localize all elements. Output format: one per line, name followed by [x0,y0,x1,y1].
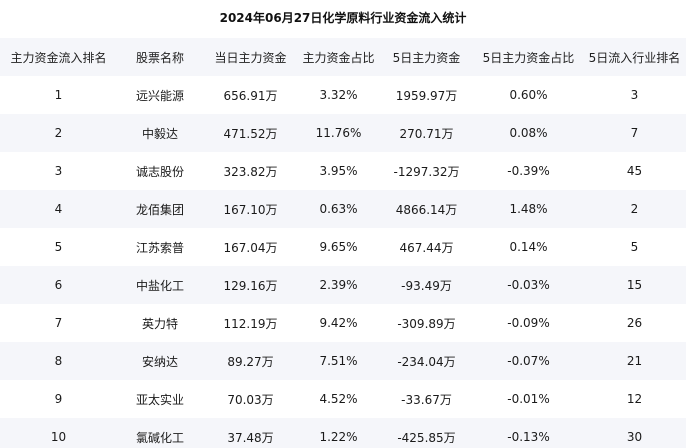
cell-5day-main-fund-ratio: 0.60% [509,88,548,102]
cell-5day-main-fund: -234.04万 [397,354,456,369]
cell-5day-main-fund-ratio: 0.14% [509,240,548,254]
cell-rank: 10 [50,430,67,444]
cell-5day-main-fund: 1959.97万 [395,88,458,103]
cell-main-fund-ratio: 3.32% [319,88,358,102]
header-5day-main-fund: 5日主力资金 [392,50,461,65]
cell-main-fund-ratio: 2.39% [319,278,358,292]
cell-main-fund-ratio: 3.95% [319,164,358,178]
cell-stock-name: 中毅达 [141,126,178,141]
cell-daily-main-fund: 70.03万 [227,392,274,407]
cell-5day-industry-rank: 26 [626,316,643,330]
cell-5day-main-fund-ratio: -0.03% [507,278,550,292]
cell-rank: 6 [54,278,63,292]
table-row: 9 亚太实业 70.03万 4.52% -33.67万 -0.01% 12 [0,380,686,418]
cell-5day-main-fund-ratio: -0.39% [507,164,550,178]
cell-stock-name: 亚太实业 [135,392,184,407]
table-row: 1 远兴能源 656.91万 3.32% 1959.97万 0.60% 3 [0,76,686,114]
cell-5day-industry-rank: 3 [630,88,639,102]
cell-5day-industry-rank: 12 [626,392,643,406]
table-row: 4 龙佰集团 167.10万 0.63% 4866.14万 1.48% 2 [0,190,686,228]
cell-5day-industry-rank: 7 [630,126,639,140]
cell-5day-main-fund: -33.67万 [401,392,452,407]
table-row: 6 中盐化工 129.16万 2.39% -93.49万 -0.03% 15 [0,266,686,304]
cell-daily-main-fund: 89.27万 [227,354,274,369]
cell-5day-main-fund-ratio: -0.09% [507,316,550,330]
cell-5day-industry-rank: 45 [626,164,643,178]
table-row: 8 安纳达 89.27万 7.51% -234.04万 -0.07% 21 [0,342,686,380]
cell-daily-main-fund: 129.16万 [223,278,278,293]
cell-stock-name: 氯碱化工 [135,430,184,445]
header-main-fund-ratio: 主力资金占比 [302,50,375,65]
table-row: 5 江苏索普 167.04万 9.65% 467.44万 0.14% 5 [0,228,686,266]
cell-rank: 1 [54,88,63,102]
cell-daily-main-fund: 167.04万 [223,240,278,255]
cell-daily-main-fund: 112.19万 [223,316,278,331]
cell-5day-main-fund-ratio: 1.48% [509,202,548,216]
header-5day-main-fund-ratio: 5日主力资金占比 [482,50,575,65]
table-row: 10 氯碱化工 37.48万 1.22% -425.85万 -0.13% 30 [0,418,686,448]
cell-main-fund-ratio: 11.76% [315,126,362,140]
cell-stock-name: 安纳达 [141,354,178,369]
header-rank: 主力资金流入排名 [10,50,107,65]
cell-main-fund-ratio: 0.63% [319,202,358,216]
cell-stock-name: 诚志股份 [135,164,184,179]
cell-daily-main-fund: 167.10万 [223,202,278,217]
cell-daily-main-fund: 471.52万 [223,126,278,141]
cell-5day-industry-rank: 21 [626,354,643,368]
cell-5day-main-fund: -425.85万 [397,430,456,445]
cell-5day-main-fund: 4866.14万 [395,202,458,217]
cell-stock-name: 远兴能源 [135,88,184,103]
cell-rank: 7 [54,316,63,330]
cell-rank: 2 [54,126,63,140]
cell-daily-main-fund: 323.82万 [223,164,278,179]
cell-5day-main-fund: 467.44万 [399,240,454,255]
header-daily-main-fund: 当日主力资金 [214,50,287,65]
cell-stock-name: 龙佰集团 [135,202,184,217]
cell-stock-name: 中盐化工 [135,278,184,293]
cell-stock-name: 英力特 [141,316,178,331]
table-body: 1 远兴能源 656.91万 3.32% 1959.97万 0.60% 3 2 中毅达 471.5… [0,76,686,448]
table-row: 2 中毅达 471.52万 11.76% 270.71万 0.08% 7 [0,114,686,152]
cell-5day-main-fund-ratio: -0.01% [507,392,550,406]
cell-rank: 8 [54,354,63,368]
cell-5day-industry-rank: 15 [626,278,643,292]
cell-main-fund-ratio: 4.52% [319,392,358,406]
cell-rank: 3 [54,164,63,178]
cell-rank: 5 [54,240,63,254]
cell-5day-industry-rank: 30 [626,430,643,444]
cell-5day-main-fund-ratio: -0.13% [507,430,550,444]
header-stock-name: 股票名称 [135,50,184,65]
header-5day-industry-rank: 5日流入行业排名 [588,50,681,65]
table-header-row: 主力资金流入排名 股票名称 当日主力资金 主力资金占比 5日主力资金 5日主力资… [0,38,686,76]
cell-daily-main-fund: 37.48万 [227,430,274,445]
cell-5day-main-fund: -93.49万 [401,278,452,293]
cell-main-fund-ratio: 9.42% [319,316,358,330]
fund-flow-table: 主力资金流入排名 股票名称 当日主力资金 主力资金占比 5日主力资金 5日主力资… [0,38,686,448]
cell-rank: 4 [54,202,63,216]
cell-5day-industry-rank: 5 [630,240,639,254]
cell-main-fund-ratio: 9.65% [319,240,358,254]
table-title: 2024年06月27日化学原料行业资金流入统计 [219,11,467,25]
cell-5day-main-fund: 270.71万 [399,126,454,141]
cell-rank: 9 [54,392,63,406]
cell-5day-main-fund: -309.89万 [397,316,456,331]
cell-main-fund-ratio: 1.22% [319,430,358,444]
cell-daily-main-fund: 656.91万 [223,88,278,103]
table-row: 7 英力特 112.19万 9.42% -309.89万 -0.09% 26 [0,304,686,342]
cell-5day-main-fund: -1297.32万 [393,164,460,179]
cell-5day-main-fund-ratio: -0.07% [507,354,550,368]
cell-5day-industry-rank: 2 [630,202,639,216]
cell-stock-name: 江苏索普 [135,240,184,255]
cell-main-fund-ratio: 7.51% [319,354,358,368]
cell-5day-main-fund-ratio: 0.08% [509,126,548,140]
table-row: 3 诚志股份 323.82万 3.95% -1297.32万 -0.39% 45 [0,152,686,190]
